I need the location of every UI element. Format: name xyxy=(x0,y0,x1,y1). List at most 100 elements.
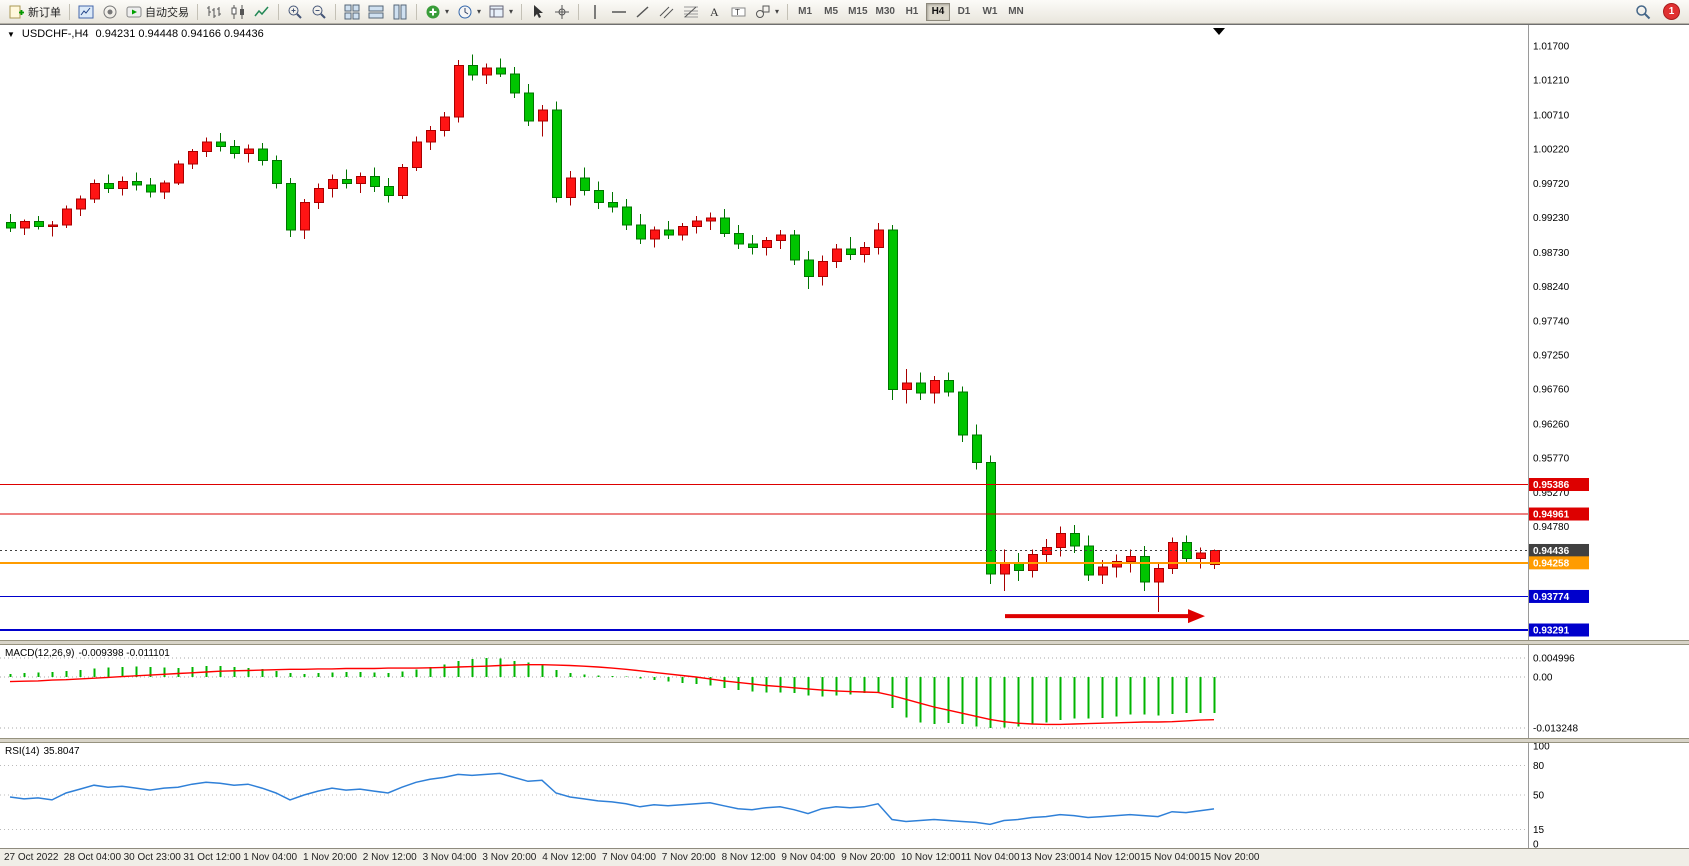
macd-name: MACD(12,26,9) xyxy=(5,648,75,659)
macd-values: -0.009398 -0.011101 xyxy=(78,648,170,659)
search-icon xyxy=(1636,4,1651,19)
horizontal-line-icon xyxy=(612,10,627,13)
time-axis-label: 11 Nov 04:00 xyxy=(960,852,1020,863)
toolbar-separator xyxy=(578,3,580,20)
text-button[interactable]: A xyxy=(703,2,727,22)
chart-window-icon xyxy=(78,5,94,18)
autotrade-button[interactable]: 自动交易 xyxy=(122,2,193,22)
arrange-horizontal-button[interactable] xyxy=(364,2,388,22)
time-axis-label: 3 Nov 04:00 xyxy=(422,852,477,863)
chevron-down-icon: ▾ xyxy=(775,7,780,16)
vertical-line-button[interactable] xyxy=(583,2,607,22)
periods-button[interactable]: ▾ xyxy=(453,2,485,22)
time-axis-label: 13 Nov 23:00 xyxy=(1020,852,1081,863)
time-axis-label: 30 Oct 23:00 xyxy=(123,852,181,863)
time-axis-label: 2 Nov 12:00 xyxy=(362,852,417,863)
timeframe-d1[interactable]: D1 xyxy=(952,3,976,21)
crosshair-button[interactable] xyxy=(550,2,574,22)
shapes-icon xyxy=(756,5,770,18)
timeframe-m15[interactable]: M15 xyxy=(845,3,870,21)
shapes-button[interactable]: ▾ xyxy=(751,2,783,22)
arrange-horizontal-icon xyxy=(368,5,384,18)
rsi-panel[interactable] xyxy=(0,743,1689,848)
candlestick-button[interactable] xyxy=(226,2,250,22)
toolbar-separator xyxy=(278,3,279,20)
indicators-button[interactable]: ▾ xyxy=(421,2,453,22)
cursor-button[interactable] xyxy=(526,2,550,22)
rsi-indicator-label: RSI(14) 35.8047 xyxy=(5,746,84,757)
cursor-icon xyxy=(534,4,544,18)
chevron-down-icon: ▾ xyxy=(509,7,514,16)
toolbar: 新订单 自动交易 ▾ ▾ ▾ A T ▾ M1 M5 M15 M30 H1 H4 D1 W1 MN 1 xyxy=(0,0,1689,24)
fibonacci-icon xyxy=(684,6,699,17)
channel-icon xyxy=(659,6,674,18)
time-axis-label: 1 Nov 04:00 xyxy=(243,852,298,863)
time-axis: 27 Oct 2022 28 Oct 04:00 30 Oct 23:00 31 Oc… xyxy=(0,848,1689,866)
time-axis-label: 27 Oct 2022 xyxy=(4,852,59,863)
time-axis-label: 8 Nov 12:00 xyxy=(721,852,776,863)
search-button[interactable] xyxy=(1631,2,1655,22)
notification-badge[interactable]: 1 xyxy=(1663,3,1680,20)
toolbar-separator xyxy=(335,3,336,20)
timeframe-w1[interactable]: W1 xyxy=(978,3,1002,21)
time-axis-label: 9 Nov 20:00 xyxy=(841,852,896,863)
bar-chart-button[interactable] xyxy=(202,2,226,22)
speaker-icon xyxy=(103,5,117,18)
toolbar-separator xyxy=(416,3,417,20)
trendline-button[interactable] xyxy=(631,2,655,22)
charts-button[interactable] xyxy=(74,2,98,22)
chart-symbol-timeframe: USDCHF-,H4 xyxy=(21,28,89,40)
horizontal-line-button[interactable] xyxy=(607,2,631,22)
text-icon: A xyxy=(710,5,719,19)
chart-menu-icon[interactable]: ▼ xyxy=(7,29,15,39)
new-order-button[interactable]: 新订单 xyxy=(5,2,65,22)
chart-ohlc-values: 0.94231 0.94448 0.94166 0.94436 xyxy=(95,28,264,40)
macd-panel[interactable] xyxy=(0,645,1689,738)
time-axis-label: 15 Nov 04:00 xyxy=(1140,852,1200,863)
zoom-out-icon xyxy=(312,5,326,19)
template-icon xyxy=(489,5,504,17)
panel-divider[interactable] xyxy=(0,640,1689,645)
timeframe-m30[interactable]: M30 xyxy=(873,3,898,21)
candlestick-icon xyxy=(231,4,244,19)
toolbar-separator xyxy=(521,3,523,20)
time-axis-label: 9 Nov 04:00 xyxy=(781,852,836,863)
chevron-down-icon: ▾ xyxy=(445,7,450,16)
text-label-button[interactable]: T xyxy=(727,2,751,22)
main-chart-panel[interactable] xyxy=(0,24,1689,640)
ohlc-bars-icon xyxy=(207,5,221,18)
toolbar-buttons: 新订单 自动交易 ▾ ▾ ▾ A T ▾ M1 M5 M15 M30 H1 H4 D1 W1 MN xyxy=(5,2,1029,22)
zoom-in-button[interactable] xyxy=(283,2,307,22)
time-axis-label: 3 Nov 20:00 xyxy=(482,852,537,863)
timeframe-m5[interactable]: M5 xyxy=(819,3,843,21)
sound-button[interactable] xyxy=(98,2,122,22)
panel-divider[interactable] xyxy=(0,738,1689,743)
arrange-vertical-button[interactable] xyxy=(388,2,412,22)
rsi-name: RSI(14) xyxy=(5,746,40,757)
templates-button[interactable]: ▾ xyxy=(485,2,517,22)
channel-button[interactable] xyxy=(655,2,679,22)
fibonacci-button[interactable] xyxy=(679,2,703,22)
line-chart-button[interactable] xyxy=(250,2,274,22)
add-indicator-icon xyxy=(426,5,440,18)
rsi-value: 35.8047 xyxy=(43,746,80,757)
svg-text:T: T xyxy=(735,8,740,17)
chart-title: ▼ USDCHF-,H4 0.94231 0.94448 0.94166 0.9… xyxy=(7,28,264,40)
clock-icon xyxy=(458,5,472,18)
toolbar-separator xyxy=(197,3,198,20)
zoom-out-button[interactable] xyxy=(307,2,331,22)
timeframe-h4[interactable]: H4 xyxy=(925,2,950,21)
tile-windows-button[interactable] xyxy=(340,2,364,22)
line-chart-icon xyxy=(254,6,269,16)
autotrade-play-icon xyxy=(126,6,142,17)
toolbar-right: 1 xyxy=(1631,2,1684,22)
timeframe-m1[interactable]: M1 xyxy=(793,3,817,21)
tile-windows-icon xyxy=(344,4,360,19)
vertical-line-icon xyxy=(594,4,596,19)
timeframe-h1[interactable]: H1 xyxy=(900,3,924,21)
timeframe-mn[interactable]: MN xyxy=(1004,3,1028,21)
autotrade-button-label: 自动交易 xyxy=(145,6,189,19)
time-axis-label: 10 Nov 12:00 xyxy=(901,852,961,863)
chevron-down-icon: ▾ xyxy=(477,7,482,16)
time-axis-label: 28 Oct 04:00 xyxy=(63,852,122,863)
